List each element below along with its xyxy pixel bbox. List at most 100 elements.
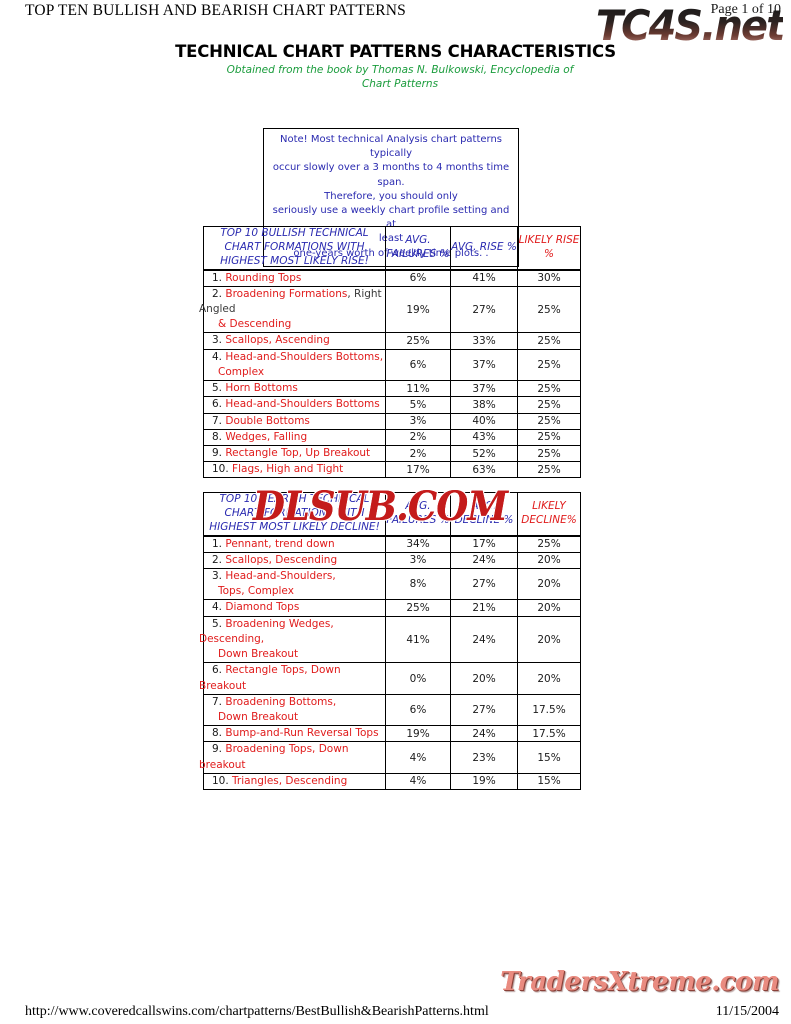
pattern-number: 2. xyxy=(212,553,226,566)
header-line: RISE % xyxy=(544,233,580,260)
bearish-patterns-table: TOP 10 BEARISH TECHNICAL CHART FORMATION… xyxy=(199,491,581,791)
header-line: FAILURES % xyxy=(386,247,450,260)
avg-failures-cell: 25% xyxy=(385,599,451,617)
pattern-name-line: & Descending xyxy=(218,318,292,331)
header-line: AVG. RISE xyxy=(451,240,504,253)
header-line: TOP 10 BULLISH TECHNICAL xyxy=(220,227,369,239)
header-line: HIGHEST MOST LIKELY DECLINE! xyxy=(209,520,380,533)
pattern-name-line: 6. Head-and-Shoulders Bottoms xyxy=(204,397,385,412)
avg-change-cell: 27% xyxy=(450,568,518,601)
likely-change-cell: 25% xyxy=(517,412,581,430)
pattern-label: Flags, High and Tight xyxy=(232,463,344,476)
header-line: FAILURES % xyxy=(386,513,450,526)
likely-change-cell: 20% xyxy=(517,551,581,570)
avg-failures-cell: 25% xyxy=(385,332,451,350)
footer-url[interactable]: http://www.coveredcallswins.com/chartpat… xyxy=(25,1004,489,1019)
pattern-name-cell: 9. Broadening Tops, Down breakout xyxy=(199,741,386,774)
table-row: 8. Wedges, Falling 2% 43% 25% xyxy=(203,428,581,446)
avg-change-cell: 20% xyxy=(450,662,518,695)
avg-change-cell: 43% xyxy=(450,428,518,446)
avg-failures-cell: 2% xyxy=(385,428,451,446)
avg-failures-cell: 3% xyxy=(385,412,451,430)
likely-change-cell: 17.5% xyxy=(517,725,581,743)
table-row: 3. Scallops, Ascending 25% 33% 25% xyxy=(203,332,581,350)
likely-change-cell: 17.5% xyxy=(517,693,581,727)
pattern-label: Diamond Tops xyxy=(225,601,300,614)
pattern-name-line: 3. Head-and-Shoulders, xyxy=(204,569,385,584)
table-row: 2. Scallops, Descending 3% 24% 20% xyxy=(203,551,581,570)
avg-change-cell: 24% xyxy=(450,725,518,743)
pattern-name-cell: 9. Rectangle Top, Up Breakout xyxy=(203,444,386,463)
pattern-number: 7. xyxy=(212,695,226,708)
pattern-name-line: Descending, xyxy=(199,632,265,645)
pattern-name-line: 3. Scallops, Ascending xyxy=(204,333,385,348)
pattern-name-line: Down Breakout xyxy=(218,710,299,723)
pattern-number: 4. xyxy=(212,350,226,363)
pattern-name-line: Angled xyxy=(199,303,236,316)
likely-change-cell: 25% xyxy=(517,348,581,382)
pattern-name-line: 4. Diamond Tops xyxy=(204,600,385,615)
avg-change-cell: 17% xyxy=(450,535,518,553)
header-line: AVG. xyxy=(405,233,431,246)
pattern-label: Head-and-Shoulders Bottoms xyxy=(225,398,380,411)
avg-change-cell: 23% xyxy=(450,741,518,774)
table-row: 6. Rectangle Tops, Down Breakout 0% 20% 20% xyxy=(199,662,581,695)
avg-failures-cell: 6% xyxy=(385,693,451,727)
pattern-number: 10. xyxy=(212,463,233,476)
avg-failures-cell: 19% xyxy=(385,285,451,334)
bullish-header-name: TOP 10 BULLISH TECHNICAL CHART FORMATION… xyxy=(203,225,386,271)
note-line: Note! Most technical Analysis chart patt… xyxy=(279,134,503,160)
pattern-label: Rectangle Top, Up Breakout xyxy=(225,446,371,459)
pattern-name-cell: 8. Bump-and-Run Reversal Tops xyxy=(203,725,386,743)
document-header-title: TOP TEN BULLISH AND BEARISH CHART PATTER… xyxy=(25,2,406,19)
pattern-name-cell: 5. Horn Bottoms xyxy=(203,380,386,398)
bearish-table-body: 1. Pennant, trend down 34% 17% 25% 2. Scallo… xyxy=(199,535,581,791)
pattern-name-line: 4. Head-and-Shoulders Bottoms, xyxy=(204,350,385,365)
likely-change-cell: 20% xyxy=(517,599,581,617)
pattern-label: Broadening Formations xyxy=(225,287,348,300)
pattern-label: Broadening Bottoms, xyxy=(225,695,337,708)
header-line: DECLINE % xyxy=(454,513,514,526)
table-row: 1. Pennant, trend down 34% 17% 25% xyxy=(203,535,581,553)
pattern-name-cell: 2. Scallops, Descending xyxy=(203,551,386,570)
table-row: 6. Head-and-Shoulders Bottoms 5% 38% 25% xyxy=(203,396,581,414)
pattern-label: Rounding Tops xyxy=(225,271,302,284)
avg-change-cell: 24% xyxy=(450,615,518,664)
table-row: 5. Broadening Wedges, Descending, Down Bre… xyxy=(199,615,581,664)
pattern-number: 4. xyxy=(212,601,226,614)
header-line: AVG. xyxy=(405,499,431,512)
page-subtitle: Obtained from the book by Thomas N. Bulk… xyxy=(215,63,585,91)
pattern-number: 8. xyxy=(212,430,226,443)
pattern-label: Rectangle Tops, Down xyxy=(225,664,341,677)
pattern-label: Triangles, Descending xyxy=(232,774,348,787)
table-row: 7. Double Bottoms 3% 40% 25% xyxy=(203,412,581,430)
pattern-name-line: Complex xyxy=(218,365,265,378)
pattern-number: 3. xyxy=(212,334,226,347)
pattern-number: 10. xyxy=(212,774,233,787)
table-header-row: TOP 10 BULLISH TECHNICAL CHART FORMATION… xyxy=(203,225,581,271)
avg-change-cell: 24% xyxy=(450,551,518,570)
pattern-label: Head-and-Shoulders Bottoms, xyxy=(225,350,384,363)
column-header-likely-rise: LIKELY RISE % xyxy=(517,225,581,271)
tc4s-logo: TC4S.net xyxy=(595,1,784,50)
pattern-name-cell: 2. Broadening Formations, Right Angled & D… xyxy=(199,285,386,334)
pattern-label: Scallops, Descending xyxy=(225,553,338,566)
pattern-name-line: breakout xyxy=(199,758,246,771)
avg-failures-cell: 6% xyxy=(385,348,451,382)
pattern-name-line: 10. Flags, High and Tight xyxy=(204,462,385,477)
bullish-patterns-table: TOP 10 BULLISH TECHNICAL CHART FORMATION… xyxy=(199,225,581,479)
pattern-name-cell: 7. Double Bottoms xyxy=(203,412,386,430)
pattern-label-continued: , Right xyxy=(347,287,382,300)
pattern-name-line: 8. Wedges, Falling xyxy=(204,430,385,445)
pattern-name-line: 9. Broadening Tops, Down xyxy=(204,742,385,757)
likely-change-cell: 30% xyxy=(517,269,581,287)
likely-change-cell: 25% xyxy=(517,428,581,446)
table-row: 10. Flags, High and Tight 17% 63% 25% xyxy=(203,461,581,479)
avg-change-cell: 41% xyxy=(450,269,518,287)
column-header-avg-failures: AVG. FAILURES % xyxy=(385,225,451,271)
pattern-name-cell: 6. Head-and-Shoulders Bottoms xyxy=(203,396,386,414)
column-header-avg-failures: AVG. FAILURES % xyxy=(385,491,451,537)
likely-change-cell: 25% xyxy=(517,461,581,479)
likely-change-cell: 15% xyxy=(517,741,581,774)
avg-failures-cell: 0% xyxy=(385,662,451,695)
